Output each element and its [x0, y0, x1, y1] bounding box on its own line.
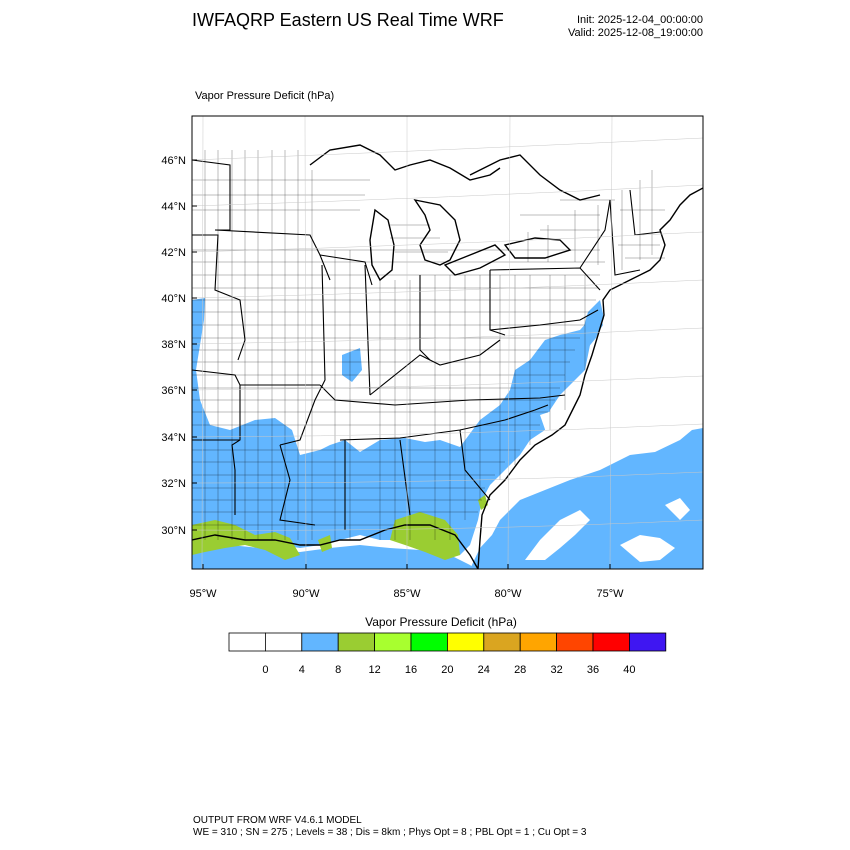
plot-title: IWFAQRP Eastern US Real Time WRF [192, 10, 504, 30]
lat-label: 30°N [161, 525, 186, 537]
lat-label: 36°N [161, 385, 186, 397]
init-time: Init: 2025-12-04_00:00:00 [577, 14, 703, 26]
colorbar-label: 12 [368, 664, 380, 676]
colorbar-swatch [446, 632, 485, 652]
lon-label: 75°W [596, 588, 624, 600]
colorbar [228, 632, 667, 652]
lat-labels: 46°N 44°N 42°N 40°N 38°N 36°N 34°N 32°N … [161, 155, 186, 537]
lon-label: 95°W [189, 588, 217, 600]
colorbar-labels: 0 4 8 12 16 20 24 28 32 36 40 [262, 664, 635, 676]
lat-label: 34°N [161, 432, 186, 444]
colorbar-swatch [337, 632, 376, 652]
vpd-blue-region [192, 298, 703, 569]
colorbar-label: 16 [405, 664, 417, 676]
colorbar-label: 36 [587, 664, 599, 676]
colorbar-label: 32 [550, 664, 562, 676]
colorbar-label: 24 [478, 664, 490, 676]
colorbar-label: 4 [299, 664, 305, 676]
colorbar-label: 40 [623, 664, 635, 676]
colorbar-swatch [410, 632, 448, 652]
lon-label: 80°W [494, 588, 522, 600]
colorbar-swatch [629, 632, 667, 652]
lat-label: 40°N [161, 293, 186, 305]
colorbar-swatch [228, 632, 266, 652]
model-info: OUTPUT FROM WRF V4.6.1 MODEL WE = 310 ; … [193, 815, 586, 839]
footer-line-1: OUTPUT FROM WRF V4.6.1 MODEL [193, 815, 362, 826]
lon-label: 90°W [292, 588, 320, 600]
lat-label: 42°N [161, 247, 186, 259]
footer-line-2: WE = 310 ; SN = 275 ; Levels = 38 ; Dis … [193, 827, 587, 838]
colorbar-swatch [301, 632, 339, 652]
vpd-white-patches [520, 410, 690, 562]
map-area [192, 116, 703, 569]
colorbar-swatch [592, 632, 630, 652]
county-boundaries [192, 150, 665, 540]
time-info: Init: 2025-12-04_00:00:00 Valid: 2025-12… [568, 14, 703, 40]
colorbar-swatch [374, 632, 412, 652]
field-label: Vapor Pressure Deficit (hPa) [195, 90, 335, 102]
lat-label: 38°N [161, 339, 186, 351]
map-frame [191, 115, 704, 570]
colorbar-label: 0 [262, 664, 268, 676]
colorbar-title: Vapor Pressure Deficit (hPa) [365, 615, 517, 629]
valid-time: Valid: 2025-12-08_19:00:00 [568, 27, 703, 39]
colorbar-label: 20 [441, 664, 453, 676]
colorbar-label: 8 [335, 664, 341, 676]
lon-label: 85°W [393, 588, 421, 600]
lat-label: 32°N [161, 478, 186, 490]
lon-ticks [202, 564, 611, 569]
lon-labels: 95°W 90°W 85°W 80°W 75°W [189, 588, 624, 600]
colorbar-swatch [264, 632, 303, 652]
lat-label: 46°N [161, 155, 186, 167]
lat-label: 44°N [161, 201, 186, 213]
colorbar-swatch [556, 632, 594, 652]
colorbar-label: 28 [514, 664, 526, 676]
lat-ticks [192, 159, 197, 531]
colorbar-swatch [483, 632, 521, 652]
colorbar-swatch [519, 632, 558, 652]
